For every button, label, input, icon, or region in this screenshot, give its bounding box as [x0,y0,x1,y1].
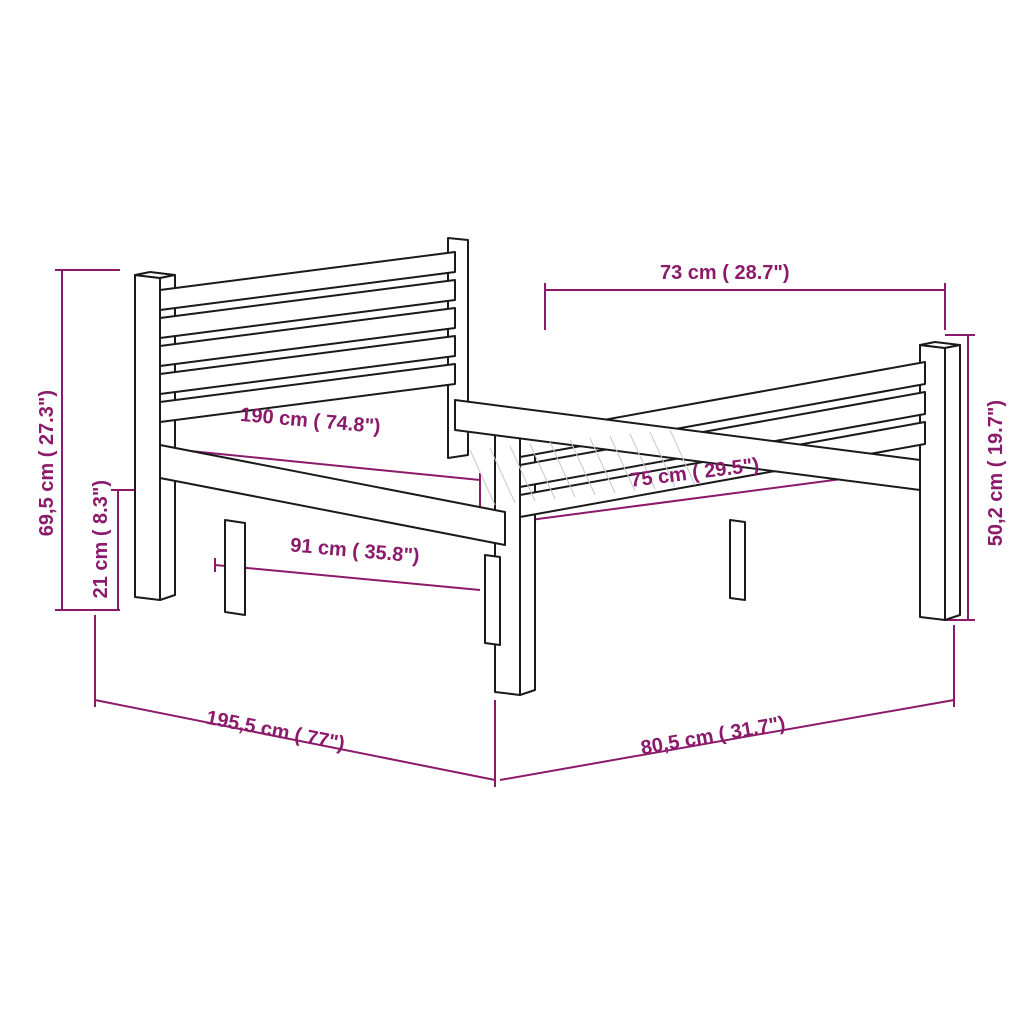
headboard-post-left [135,275,160,600]
footboard-post-right [920,345,945,620]
label-height-left: 69,5 cm ( 27.3") [36,390,59,536]
dim-line-length-mid [215,565,480,590]
label-height-right: 50,2 cm ( 19.7") [985,400,1008,546]
label-height-under: 21 cm ( 8.3") [90,480,113,598]
label-width-top: 73 cm ( 28.7") [660,262,790,285]
headboard-slats [160,252,455,422]
side-rail-near [160,445,505,545]
support-leg-2 [485,555,500,645]
support-leg-1 [225,520,245,615]
support-leg-3 [730,520,745,600]
